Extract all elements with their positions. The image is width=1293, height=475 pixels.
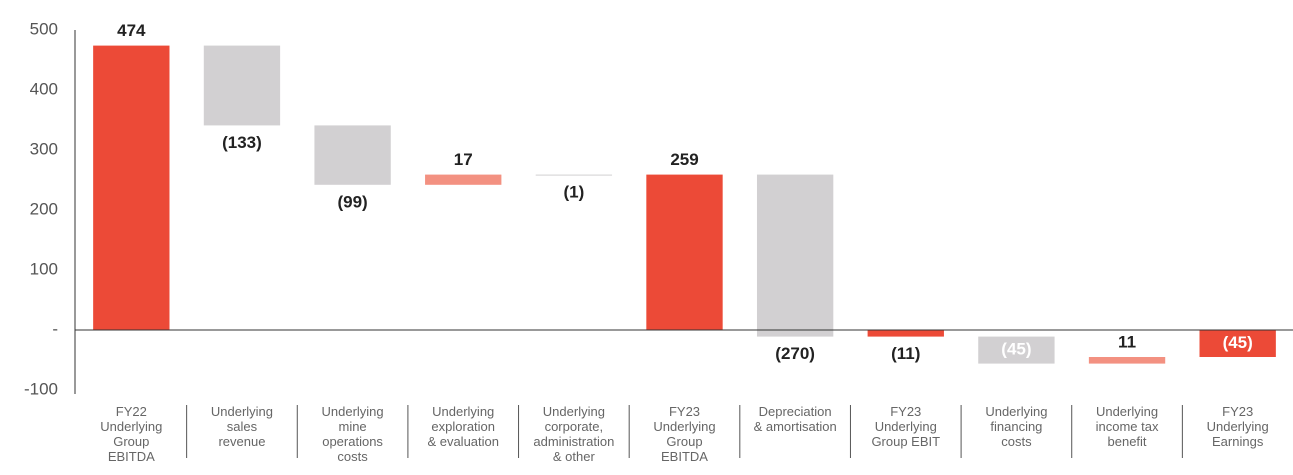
x-tick-label: Underlying exploration & evaluation — [427, 404, 499, 449]
x-tick-label-line: Underlying — [100, 419, 162, 434]
x-tick-label-line: Group — [113, 434, 149, 449]
x-tick-label-line: FY22 — [116, 404, 147, 419]
value-label: (133) — [222, 133, 262, 152]
value-label: (11) — [891, 344, 920, 363]
x-tick-label-line: & other — [553, 449, 596, 464]
bar — [203, 45, 281, 126]
bar — [1088, 357, 1166, 364]
bar — [978, 336, 1055, 364]
y-tick-label: 200 — [30, 199, 58, 218]
x-tick-label-line: Underlying — [1207, 419, 1269, 434]
x-tick-label-line: revenue — [218, 434, 265, 449]
x-tick-label: Underlying corporate, administration & othe… — [533, 404, 614, 464]
x-tick-label-line: EBITDA — [661, 449, 708, 464]
x-tick-label-line: operations — [322, 434, 383, 449]
bar — [425, 174, 502, 185]
y-tick-label: - — [52, 319, 58, 338]
x-tick-label-line: Underlying — [875, 419, 937, 434]
bar — [646, 174, 723, 330]
x-tick-label: FY23 Underlying Group EBITDA — [653, 404, 715, 464]
bar — [756, 174, 834, 337]
x-tick-label: Underlying sales revenue — [211, 404, 273, 449]
x-tick-label-line: sales — [227, 419, 258, 434]
value-label: 259 — [670, 150, 698, 169]
y-tick-label: 400 — [30, 79, 58, 98]
bar — [93, 45, 170, 330]
x-tick-label-line: Underlying — [432, 404, 494, 419]
x-tick-label-line: costs — [1001, 434, 1032, 449]
bar — [535, 174, 613, 176]
x-tick-label-line: Group EBIT — [871, 434, 940, 449]
x-tick-label-line: FY23 — [890, 404, 921, 419]
x-tick-label-line: Underlying — [211, 404, 273, 419]
x-tick-label-line: Depreciation — [759, 404, 832, 419]
value-label: (45) — [1001, 340, 1031, 359]
x-tick-label-line: income tax — [1096, 419, 1159, 434]
x-tick-label-line: mine — [338, 419, 366, 434]
value-label: (270) — [775, 344, 815, 363]
x-tick-label-line: Underlying — [543, 404, 605, 419]
bar — [1199, 330, 1276, 357]
x-tick-label-line: FY23 — [1222, 404, 1253, 419]
x-tick-label: FY22 Underlying Group EBITDA — [100, 404, 162, 464]
x-tick-label: FY23 Underlying Group EBIT — [871, 404, 940, 449]
value-label: 474 — [117, 21, 146, 40]
x-tick-label-line: FY23 — [669, 404, 700, 419]
x-tick-label: Underlying mine operations costs — [322, 404, 384, 464]
value-label: 11 — [1118, 332, 1136, 351]
x-tick-label-line: Underlying — [1096, 404, 1158, 419]
x-tick-label-line: administration — [533, 434, 614, 449]
y-tick-label: -100 — [24, 379, 58, 398]
x-tick-label-line: EBITDA — [108, 449, 155, 464]
bar — [314, 125, 391, 185]
x-tick-label: FY23 Underlying Earnings — [1207, 404, 1269, 449]
x-tick-label-line: costs — [337, 449, 368, 464]
value-label: (45) — [1223, 333, 1253, 352]
x-tick-label-line: & amortisation — [754, 419, 837, 434]
x-tick-label-line: financing — [990, 419, 1042, 434]
value-label: (99) — [337, 192, 367, 211]
x-tick-label-line: & evaluation — [427, 434, 499, 449]
bar — [867, 330, 944, 337]
x-tick-label: Underlying income tax benefit — [1096, 404, 1159, 449]
x-tick-label-line: Earnings — [1212, 434, 1264, 449]
x-tick-label: Underlying financing costs — [985, 404, 1047, 449]
value-label: (1) — [563, 183, 584, 202]
x-tick-label: Depreciation & amortisation — [754, 404, 837, 434]
value-label: 17 — [454, 150, 473, 169]
x-tick-label-line: Underlying — [985, 404, 1047, 419]
x-tick-label-line: exploration — [431, 419, 495, 434]
y-tick-label: 500 — [30, 19, 58, 38]
x-tick-label-line: Underlying — [653, 419, 715, 434]
x-tick-label-line: Group — [666, 434, 702, 449]
x-tick-label-line: benefit — [1108, 434, 1147, 449]
x-tick-label-line: Underlying — [322, 404, 384, 419]
y-tick-label: 300 — [30, 139, 58, 158]
x-tick-label-line: corporate, — [545, 419, 604, 434]
y-tick-label: 100 — [30, 259, 58, 278]
